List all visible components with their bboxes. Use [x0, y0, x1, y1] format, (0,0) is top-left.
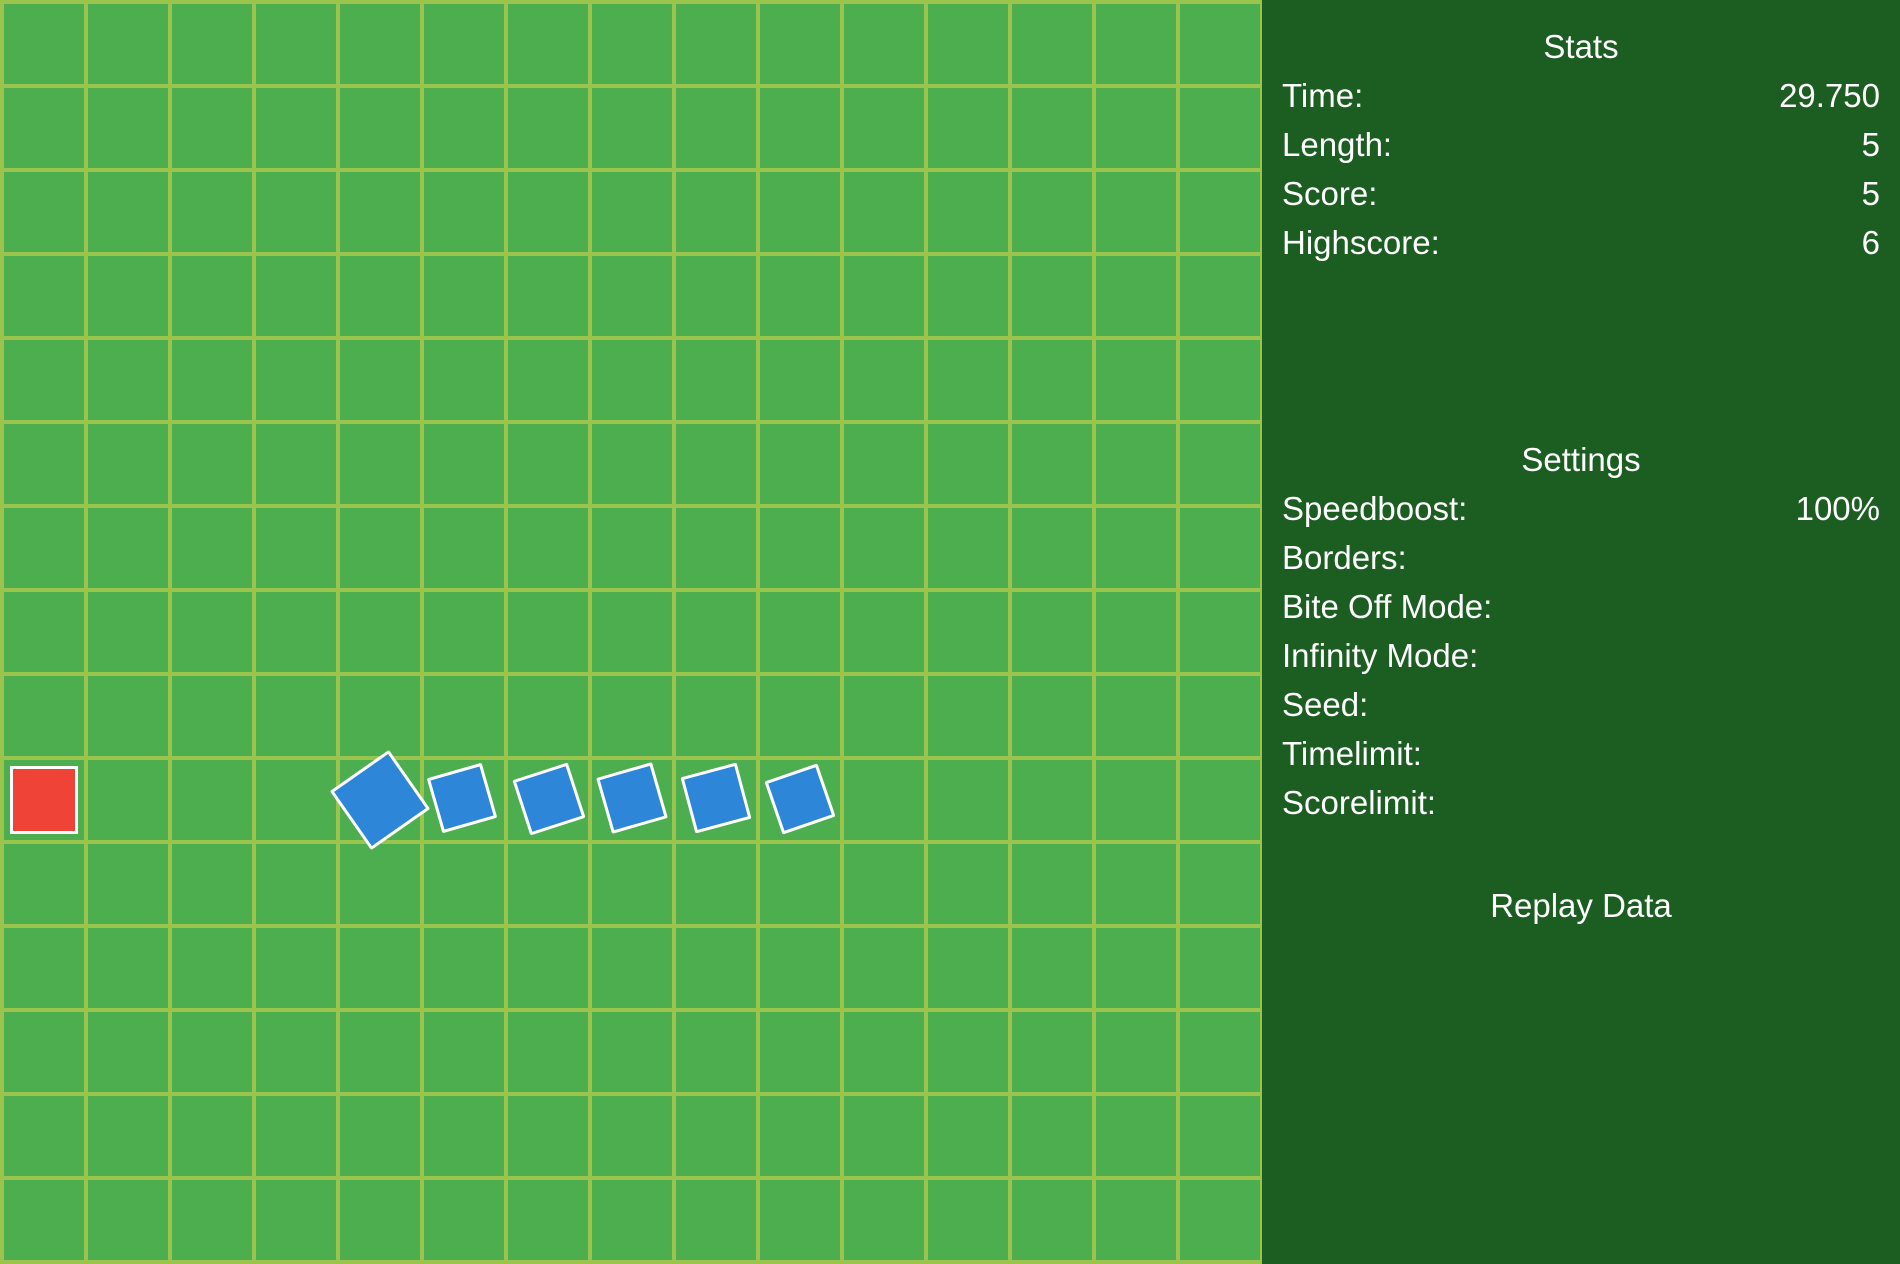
snake-body-segment: [680, 762, 752, 834]
snake-body-segment: [596, 762, 668, 834]
speedboost-value: 100%: [1795, 490, 1880, 527]
stat-row-length: Length: 5: [1282, 120, 1880, 169]
setting-row-speedboost: Speedboost: 100%: [1282, 484, 1880, 533]
speedboost-label: Speedboost:: [1282, 490, 1468, 527]
setting-row-scorelimit: Scorelimit:: [1282, 778, 1880, 827]
replay-data-section: Replay Data: [1282, 881, 1880, 930]
highscore-label: Highscore:: [1282, 224, 1440, 261]
length-value: 5: [1861, 126, 1880, 163]
snake-body-segment: [426, 762, 498, 834]
replay-data-title: Replay Data: [1490, 887, 1672, 924]
settings-title: Settings: [1521, 441, 1641, 478]
stats-section: Stats Time: 29.750 Length: 5 Score: 5 Hi…: [1282, 22, 1880, 267]
borders-label: Borders:: [1282, 539, 1407, 576]
snake-body-segment: [512, 762, 586, 836]
time-label: Time:: [1282, 77, 1364, 114]
stat-row-time: Time: 29.750: [1282, 71, 1880, 120]
snake-head-segment: [329, 749, 431, 851]
timelimit-label: Timelimit:: [1282, 735, 1422, 772]
infinity-mode-label: Infinity Mode:: [1282, 637, 1479, 674]
scorelimit-label: Scorelimit:: [1282, 784, 1437, 821]
snake-body-segment: [764, 763, 836, 835]
setting-row-borders: Borders:: [1282, 533, 1880, 582]
setting-row-infinity-mode: Infinity Mode:: [1282, 631, 1880, 680]
length-label: Length:: [1282, 126, 1393, 163]
setting-row-bite-off-mode: Bite Off Mode:: [1282, 582, 1880, 631]
highscore-value: 6: [1861, 224, 1880, 261]
stats-title: Stats: [1543, 28, 1619, 65]
sidebar: Stats Time: 29.750 Length: 5 Score: 5 Hi…: [1262, 0, 1900, 1264]
settings-section: Settings Speedboost: 100% Borders: Bite …: [1282, 435, 1880, 827]
setting-row-timelimit: Timelimit:: [1282, 729, 1880, 778]
time-value: 29.750: [1779, 77, 1880, 114]
bite-off-mode-label: Bite Off Mode:: [1282, 588, 1493, 625]
score-value: 5: [1861, 175, 1880, 212]
seed-label: Seed:: [1282, 686, 1369, 723]
stat-row-score: Score: 5: [1282, 169, 1880, 218]
food-square: [10, 766, 78, 834]
game-board[interactable]: [0, 0, 1262, 1264]
score-label: Score:: [1282, 175, 1378, 212]
stat-row-highscore: Highscore: 6: [1282, 218, 1880, 267]
setting-row-seed: Seed:: [1282, 680, 1880, 729]
